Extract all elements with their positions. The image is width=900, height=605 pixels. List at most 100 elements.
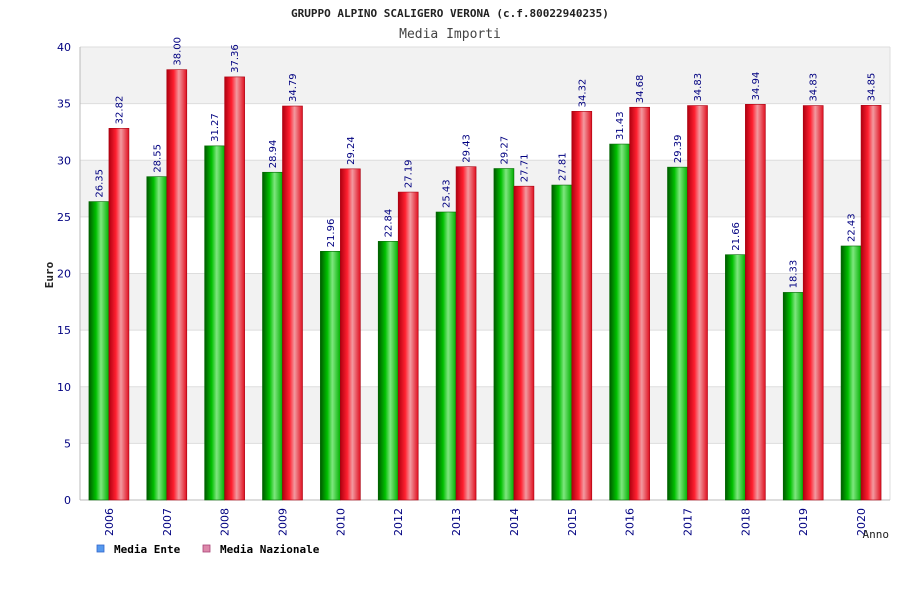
x-tick-label: 2006 bbox=[103, 508, 116, 536]
x-tick-label: 2008 bbox=[219, 508, 232, 536]
data-label: 31.27 bbox=[210, 113, 221, 142]
y-tick-label: 30 bbox=[57, 154, 71, 167]
bar-media-ente-2017 bbox=[667, 166, 688, 501]
x-axis-label: Anno bbox=[863, 528, 890, 541]
bar-media-nazionale-2006 bbox=[108, 128, 130, 501]
plot-band bbox=[80, 160, 890, 217]
bar-media-ente-2015 bbox=[551, 184, 573, 501]
data-label: 18.33 bbox=[789, 260, 800, 289]
y-tick-label: 40 bbox=[57, 41, 71, 54]
bar-media-nazionale-2018 bbox=[745, 104, 766, 501]
bar-media-ente-2009 bbox=[262, 171, 283, 501]
bar-media-ente-2016 bbox=[609, 143, 630, 501]
bar-media-ente-2008 bbox=[204, 145, 225, 501]
bar-media-nazionale-2007 bbox=[166, 69, 188, 501]
bar-media-nazionale-2017 bbox=[687, 105, 708, 501]
x-tick-label: 2016 bbox=[624, 508, 637, 536]
data-label: 34.83 bbox=[693, 73, 704, 102]
data-label: 28.94 bbox=[268, 140, 279, 169]
plot-band bbox=[80, 386, 890, 444]
x-tick-label: 2010 bbox=[334, 508, 347, 536]
x-tick-label: 2020 bbox=[855, 508, 868, 536]
data-label: 34.79 bbox=[288, 73, 299, 102]
bar-media-nazionale-2016 bbox=[629, 106, 650, 501]
bar-media-ente-2014 bbox=[493, 168, 515, 501]
bar-media-ente-2018 bbox=[725, 254, 746, 501]
data-label: 27.71 bbox=[519, 154, 530, 183]
bar-media-nazionale-2009 bbox=[282, 105, 303, 501]
bar-media-ente-2020 bbox=[840, 245, 862, 501]
data-label: 37.36 bbox=[230, 44, 241, 73]
data-label: 29.39 bbox=[673, 135, 684, 164]
plot-band bbox=[80, 273, 890, 331]
x-tick-label: 2017 bbox=[682, 508, 695, 536]
bar-media-ente-2010 bbox=[320, 251, 341, 501]
plot-band bbox=[80, 443, 890, 500]
y-axis-label: Euro bbox=[43, 261, 56, 288]
plot-band bbox=[80, 330, 890, 387]
data-label: 21.96 bbox=[326, 219, 337, 248]
data-labels: 26.35 32.82 28.55 38.00 31.27 37.36 28.94 34.79… bbox=[94, 37, 877, 288]
y-tick-label: 35 bbox=[57, 98, 71, 111]
data-label: 26.35 bbox=[94, 169, 105, 198]
y-tick-label: 20 bbox=[57, 268, 71, 281]
bar-media-nazionale-2019 bbox=[802, 105, 824, 501]
plot-band bbox=[80, 216, 890, 274]
bar-media-nazionale-2015 bbox=[571, 111, 593, 501]
data-label: 31.43 bbox=[615, 111, 626, 140]
data-label: 25.43 bbox=[442, 179, 453, 208]
x-tick-label: 2018 bbox=[739, 508, 752, 536]
plot-band bbox=[80, 103, 890, 161]
x-tick-label: 2015 bbox=[566, 508, 579, 536]
data-label: 22.84 bbox=[384, 209, 395, 238]
y-tick-label: 0 bbox=[64, 494, 71, 507]
data-label: 29.27 bbox=[499, 136, 510, 165]
data-label: 27.19 bbox=[404, 159, 415, 188]
data-label: 22.43 bbox=[847, 213, 858, 242]
data-label: 38.00 bbox=[172, 37, 183, 66]
data-label: 34.68 bbox=[635, 75, 646, 104]
y-tick-label: 25 bbox=[57, 211, 71, 224]
data-label: 34.94 bbox=[751, 72, 762, 101]
x-tick-label: 2019 bbox=[797, 508, 810, 536]
bar-media-nazionale-2010 bbox=[340, 168, 361, 501]
data-label: 29.24 bbox=[346, 136, 357, 165]
legend-swatch-media-ente bbox=[96, 544, 105, 553]
legend-label-media-nazionale: Media Nazionale bbox=[220, 543, 320, 556]
x-tick-label: 2014 bbox=[508, 508, 521, 536]
data-label: 21.66 bbox=[731, 222, 742, 251]
bar-media-ente-2013 bbox=[435, 211, 457, 501]
y-tick-labels: 0 5 10 15 20 25 30 35 40 bbox=[57, 41, 71, 507]
bar-media-ente-2019 bbox=[782, 292, 804, 501]
bar-media-nazionale-2012 bbox=[397, 191, 419, 501]
bar-media-ente-2007 bbox=[146, 176, 168, 501]
data-label: 28.55 bbox=[152, 144, 163, 173]
data-label: 29.43 bbox=[462, 134, 473, 163]
x-tick-label: 2007 bbox=[161, 508, 174, 536]
x-tick-label: 2009 bbox=[277, 508, 290, 536]
data-label: 32.82 bbox=[114, 96, 125, 125]
x-tick-label: 2013 bbox=[450, 508, 463, 536]
bars bbox=[88, 69, 882, 501]
bar-media-ente-2012 bbox=[377, 241, 399, 501]
data-label: 27.81 bbox=[557, 152, 568, 181]
data-label: 34.32 bbox=[577, 79, 588, 108]
bar-media-nazionale-2013 bbox=[455, 166, 477, 501]
bar-media-ente-2006 bbox=[88, 201, 110, 501]
y-tick-label: 15 bbox=[57, 324, 71, 337]
plot-band bbox=[80, 47, 890, 104]
legend: Media Ente Media Nazionale bbox=[96, 543, 320, 556]
y-tick-label: 5 bbox=[64, 437, 71, 450]
legend-label-media-ente: Media Ente bbox=[114, 543, 181, 556]
bar-media-nazionale-2014 bbox=[513, 185, 535, 501]
bar-media-nazionale-2008 bbox=[224, 76, 245, 501]
x-tick-labels: 2006 2007 2008 2009 2010 2012 2013 2014 2015 2016… bbox=[103, 508, 868, 536]
chart-subtitle: Media Importi bbox=[399, 27, 501, 42]
bar-media-nazionale-2020 bbox=[860, 105, 882, 501]
x-tick-label: 2012 bbox=[392, 508, 405, 536]
y-tick-label: 10 bbox=[57, 381, 71, 394]
chart-title: GRUPPO ALPINO SCALIGERO VERONA (c.f.8002… bbox=[291, 7, 609, 20]
data-label: 34.85 bbox=[867, 73, 878, 102]
